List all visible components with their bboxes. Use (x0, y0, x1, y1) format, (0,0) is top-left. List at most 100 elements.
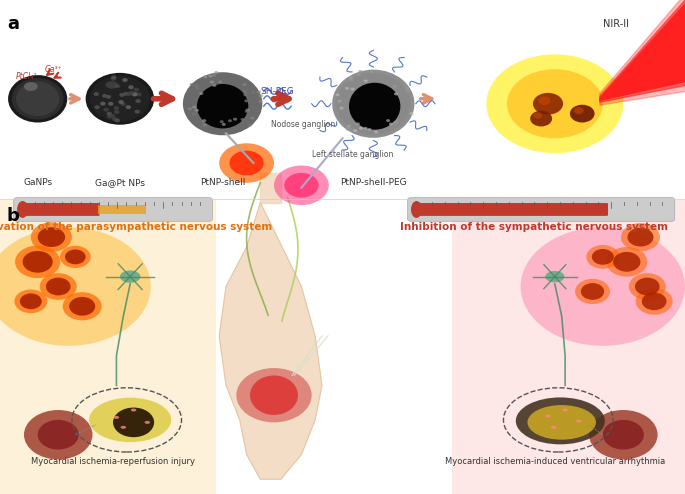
Ellipse shape (635, 278, 660, 295)
Ellipse shape (347, 124, 351, 127)
Ellipse shape (530, 111, 552, 126)
Ellipse shape (212, 84, 216, 87)
Ellipse shape (115, 84, 121, 88)
Ellipse shape (100, 102, 105, 106)
Ellipse shape (120, 271, 140, 283)
FancyBboxPatch shape (14, 198, 212, 221)
Ellipse shape (105, 81, 118, 89)
Ellipse shape (119, 93, 125, 97)
Ellipse shape (575, 279, 610, 304)
Ellipse shape (16, 82, 59, 116)
Ellipse shape (63, 292, 101, 321)
Ellipse shape (364, 127, 368, 130)
Ellipse shape (212, 74, 216, 77)
Ellipse shape (562, 409, 568, 412)
Ellipse shape (114, 119, 120, 123)
Ellipse shape (353, 129, 358, 132)
Text: Myocardial ischemia-induced ventricular arrhythmia: Myocardial ischemia-induced ventricular … (445, 457, 665, 466)
Ellipse shape (203, 124, 207, 126)
Ellipse shape (574, 107, 584, 114)
Ellipse shape (46, 278, 71, 295)
Ellipse shape (8, 75, 67, 123)
Text: PtNP-shell: PtNP-shell (200, 178, 245, 187)
Ellipse shape (245, 110, 249, 113)
Ellipse shape (621, 223, 660, 251)
Ellipse shape (103, 108, 109, 112)
Ellipse shape (187, 76, 258, 132)
Ellipse shape (203, 75, 208, 78)
Ellipse shape (349, 77, 353, 80)
Ellipse shape (592, 249, 614, 265)
Text: GaNPs: GaNPs (23, 178, 52, 187)
Ellipse shape (94, 92, 99, 96)
Ellipse shape (521, 227, 685, 346)
Ellipse shape (538, 96, 551, 105)
Ellipse shape (17, 201, 28, 218)
Ellipse shape (110, 77, 116, 81)
Ellipse shape (339, 107, 343, 110)
Ellipse shape (222, 123, 226, 126)
FancyBboxPatch shape (0, 0, 685, 198)
Ellipse shape (192, 106, 197, 109)
Ellipse shape (40, 273, 77, 300)
Ellipse shape (405, 87, 409, 90)
Ellipse shape (527, 405, 596, 440)
Text: SH-PEG: SH-PEG (260, 87, 295, 96)
Ellipse shape (219, 81, 223, 83)
Text: Left stellate ganglion: Left stellate ganglion (312, 150, 393, 159)
Ellipse shape (197, 84, 248, 128)
Ellipse shape (534, 113, 542, 119)
Ellipse shape (406, 90, 410, 93)
Ellipse shape (125, 105, 131, 109)
Ellipse shape (107, 112, 112, 116)
Ellipse shape (367, 128, 371, 131)
Ellipse shape (195, 87, 199, 90)
Ellipse shape (219, 143, 274, 183)
Ellipse shape (349, 82, 400, 130)
Ellipse shape (486, 54, 623, 153)
Ellipse shape (336, 93, 340, 96)
Ellipse shape (358, 70, 362, 73)
Ellipse shape (15, 246, 60, 278)
Ellipse shape (136, 99, 141, 103)
Ellipse shape (507, 69, 603, 138)
Ellipse shape (411, 201, 422, 218)
Ellipse shape (228, 119, 232, 122)
Ellipse shape (132, 92, 138, 96)
Ellipse shape (251, 91, 256, 94)
Ellipse shape (60, 246, 90, 268)
Ellipse shape (113, 408, 154, 437)
FancyBboxPatch shape (24, 203, 99, 216)
Ellipse shape (102, 94, 108, 98)
Ellipse shape (606, 247, 647, 277)
Ellipse shape (65, 249, 86, 264)
FancyBboxPatch shape (98, 205, 146, 214)
Ellipse shape (349, 79, 353, 82)
Ellipse shape (111, 76, 116, 80)
Ellipse shape (183, 72, 262, 135)
Ellipse shape (24, 82, 38, 91)
Ellipse shape (108, 102, 114, 106)
Ellipse shape (95, 105, 100, 109)
Ellipse shape (220, 120, 224, 123)
Ellipse shape (20, 293, 42, 309)
Text: Activation of the parasympathetic nervous system: Activation of the parasympathetic nervou… (0, 222, 273, 232)
Ellipse shape (570, 105, 595, 123)
Text: NIR-II: NIR-II (603, 19, 629, 29)
Ellipse shape (545, 414, 551, 417)
Ellipse shape (245, 99, 249, 102)
Ellipse shape (386, 119, 390, 122)
Ellipse shape (121, 102, 126, 106)
Ellipse shape (576, 419, 582, 422)
Ellipse shape (284, 173, 319, 198)
Ellipse shape (603, 420, 644, 450)
Ellipse shape (23, 251, 53, 273)
Ellipse shape (129, 91, 134, 95)
Ellipse shape (627, 228, 653, 247)
Ellipse shape (545, 271, 564, 283)
Ellipse shape (132, 92, 137, 96)
Ellipse shape (245, 109, 249, 112)
Text: PtCl₄²⁻: PtCl₄²⁻ (16, 72, 41, 81)
Ellipse shape (642, 292, 667, 310)
Ellipse shape (394, 92, 398, 95)
